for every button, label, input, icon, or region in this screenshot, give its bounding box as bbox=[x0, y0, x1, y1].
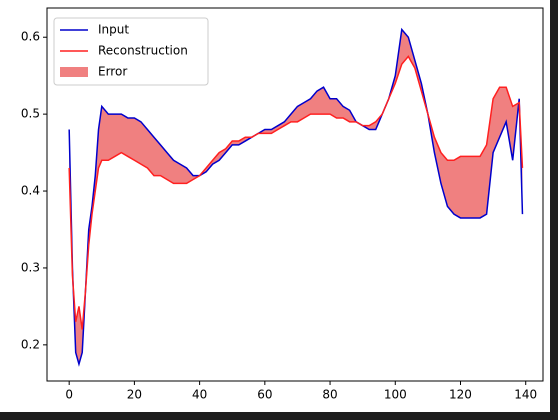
x-tick-label: 100 bbox=[384, 388, 407, 402]
data-line bbox=[68, 55, 524, 330]
x-tick-label: 20 bbox=[127, 388, 142, 402]
legend-box bbox=[53, 17, 209, 86]
y-tick-label: 0.4 bbox=[21, 184, 40, 198]
y-tick-label: 0.3 bbox=[21, 260, 40, 274]
y-tick-label: 0.5 bbox=[21, 107, 40, 121]
x-tick-label: 120 bbox=[449, 388, 472, 402]
legend-label: Error bbox=[98, 65, 127, 79]
x-tick-label: 40 bbox=[192, 388, 207, 402]
x-tick-label: 140 bbox=[514, 388, 537, 402]
x-tick-label: 80 bbox=[322, 388, 337, 402]
x-tick-label: 60 bbox=[257, 388, 272, 402]
legend-label: Input bbox=[98, 23, 129, 37]
y-tick-label: 0.2 bbox=[21, 337, 40, 351]
legend-handle bbox=[60, 67, 88, 77]
plot-frame bbox=[46, 7, 544, 382]
x-tick-label: 0 bbox=[65, 388, 73, 402]
y-tick-label: 0.6 bbox=[21, 30, 40, 44]
legend-label: Reconstruction bbox=[98, 44, 188, 58]
data-line bbox=[68, 27, 524, 367]
